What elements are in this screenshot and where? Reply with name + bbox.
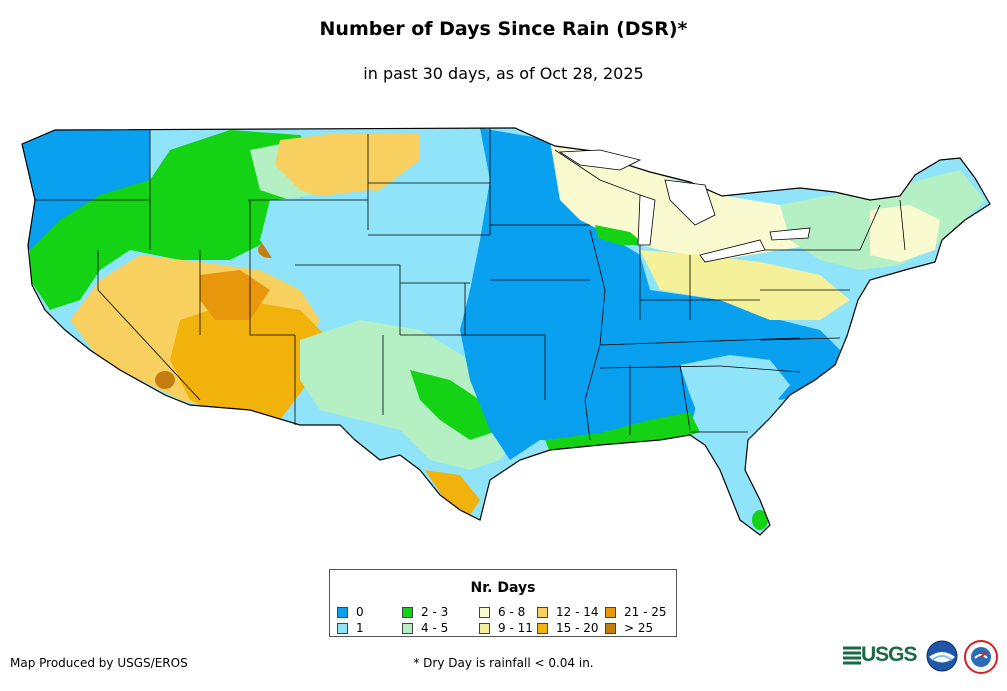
legend-entry: 12 - 14	[537, 606, 599, 618]
legend-entry: 21 - 25	[605, 606, 667, 618]
state-borders	[35, 128, 906, 441]
border-mo-west	[464, 283, 546, 400]
legend-swatch	[479, 623, 490, 634]
legend-entry: 1	[337, 622, 364, 634]
border-nc-sc	[719, 365, 801, 373]
zone-gt25-nv	[155, 371, 175, 389]
legend-swatch	[402, 607, 413, 618]
dry-day-footnote: * Dry Day is rainfall < 0.04 in.	[413, 656, 594, 670]
border-ny-ne	[859, 204, 881, 251]
map-title: Number of Days Since Rain (DSR)*	[319, 18, 688, 40]
great-lakes	[558, 149, 811, 263]
legend-swatch	[402, 623, 413, 634]
zone-florida-1	[705, 440, 770, 528]
zone-wy-co-1	[260, 190, 420, 320]
zone-utah-21-25	[200, 270, 270, 320]
legend-label: 1	[356, 621, 364, 635]
zone-ohio-9-11	[640, 250, 850, 320]
zone-pnw-0	[22, 128, 150, 250]
legend-swatch	[479, 607, 490, 618]
lake-ontario	[769, 227, 811, 241]
zone-florida-2-3	[752, 510, 768, 530]
legend-swatch	[537, 607, 548, 618]
legend-swatch	[537, 623, 548, 634]
border-ca-nv	[97, 250, 201, 401]
legend: Nr. Days 0 1 2 - 3 4 - 5 6 - 8 9 - 11 12 - 14 1…	[329, 569, 677, 637]
lake-huron	[664, 179, 716, 226]
zone-southeast-1	[680, 355, 790, 430]
nws-logo	[964, 640, 998, 674]
legend-swatch	[337, 607, 348, 618]
legend-label: > 25	[624, 621, 654, 635]
legend-entry: 6 - 8	[479, 606, 525, 618]
legend-entry: 4 - 5	[402, 622, 448, 634]
legend-title: Nr. Days	[470, 580, 536, 596]
border-tn-south	[599, 365, 721, 369]
lake-michigan	[637, 194, 656, 246]
legend-entry: > 25	[605, 622, 653, 634]
legend-label: 9 - 11	[498, 621, 533, 635]
zone-arizona-15-20	[170, 300, 330, 420]
zone-tx-2-3	[410, 370, 500, 440]
zone-west-2-3	[30, 130, 330, 310]
map-subtitle: in past 30 days, as of Oct 28, 2025	[363, 64, 644, 83]
legend-label: 2 - 3	[421, 605, 449, 619]
legend-swatch	[605, 607, 616, 618]
legend-swatch	[337, 623, 348, 634]
border-wi-mi	[554, 149, 641, 196]
lake-erie	[699, 239, 766, 263]
border-co-nm	[295, 264, 401, 335]
zone-new-england-6-8	[870, 205, 940, 262]
zone-stx-15-20	[425, 470, 480, 515]
usgs-logo: USGS	[843, 643, 919, 669]
border-al-ga	[679, 364, 691, 431]
noaa-logo	[926, 640, 958, 672]
legend-label: 0	[356, 605, 364, 619]
legend-label: 4 - 5	[421, 621, 449, 635]
legend-entry: 15 - 20	[537, 622, 599, 634]
us-outline	[21, 127, 991, 536]
border-va-nc	[759, 337, 841, 341]
border-tn-north	[599, 337, 801, 346]
legend-label: 12 - 14	[556, 605, 599, 619]
legend-label: 15 - 20	[556, 621, 599, 635]
precip-fill	[22, 128, 990, 535]
zone-michigan-2-3	[595, 225, 645, 245]
us-days-since-rain-map	[21, 127, 991, 536]
legend-swatch	[605, 623, 616, 634]
usgs-logo-text: USGS	[861, 643, 918, 666]
legend-entry: 0	[337, 606, 364, 618]
border-ut-co	[249, 200, 295, 336]
legend-entry: 9 - 11	[479, 622, 533, 634]
map-credit: Map Produced by USGS/EROS	[10, 656, 188, 670]
zone-montana-dry	[275, 134, 420, 200]
legend-label: 6 - 8	[498, 605, 526, 619]
legend-entry: 2 - 3	[402, 606, 448, 618]
legend-label: 21 - 25	[624, 605, 667, 619]
lake-superior	[558, 149, 642, 171]
border-vt-nh	[899, 199, 906, 251]
